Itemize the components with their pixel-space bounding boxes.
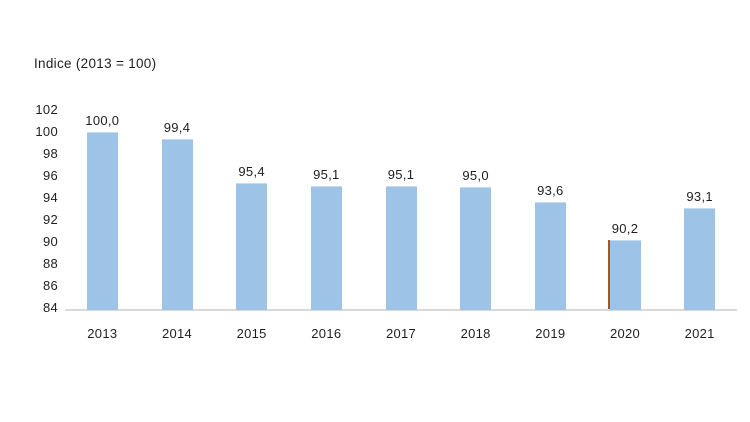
bar-value-label: 95,1 — [313, 166, 340, 182]
bar-value-label: 95,1 — [387, 166, 415, 182]
bar-value-label: 99,4 — [163, 119, 191, 135]
y-axis-tick-label: 100 — [35, 124, 58, 139]
x-axis-tick-label: 2016 — [311, 326, 342, 341]
x-axis-tick-label: 2019 — [535, 326, 566, 341]
bar-2014 — [161, 138, 193, 310]
y-axis-tick-label: 92 — [42, 212, 58, 227]
bar-2019 — [534, 202, 566, 310]
y-axis-tick-label: 88 — [42, 256, 58, 271]
bar-2016 — [310, 185, 342, 310]
y-axis-tick-label: 98 — [42, 146, 58, 161]
bar-accent-mark — [607, 239, 610, 309]
x-axis-tick-label: 2013 — [87, 326, 118, 341]
x-axis-tick-label: 2017 — [385, 326, 417, 341]
y-axis-tick-label: 102 — [35, 102, 58, 117]
bar-2021 — [684, 207, 716, 310]
bar-2020 — [609, 239, 641, 310]
y-axis-tick-label: 96 — [42, 168, 58, 183]
x-axis-tick-label: 2020 — [609, 326, 641, 341]
bar-2013 — [86, 132, 118, 310]
bar-value-label: 95,4 — [238, 163, 265, 179]
x-axis-tick-label: 2018 — [460, 326, 491, 341]
bar-2018 — [460, 187, 492, 310]
y-axis-tick-label: 94 — [42, 190, 58, 205]
x-axis-tick-label: 2015 — [236, 326, 267, 341]
x-axis-tick-label: 2014 — [161, 326, 193, 341]
y-axis-tick-label: 90 — [42, 234, 58, 249]
x-axis-line — [65, 309, 737, 311]
bar-value-label: 95,0 — [462, 168, 489, 183]
bar-2017 — [385, 185, 417, 310]
y-axis-tick-label: 86 — [42, 278, 58, 293]
bar-2015 — [236, 182, 268, 310]
y-axis-tick-label: 84 — [42, 300, 58, 315]
bar-value-label: 100,0 — [85, 113, 120, 128]
x-axis-tick-label: 2021 — [684, 326, 715, 341]
chart-title: Indice (2013 = 100) — [34, 56, 157, 71]
bar-value-label: 93,6 — [537, 183, 564, 199]
bar-value-label: 90,2 — [611, 220, 639, 236]
bar-value-label: 93,1 — [686, 188, 713, 204]
